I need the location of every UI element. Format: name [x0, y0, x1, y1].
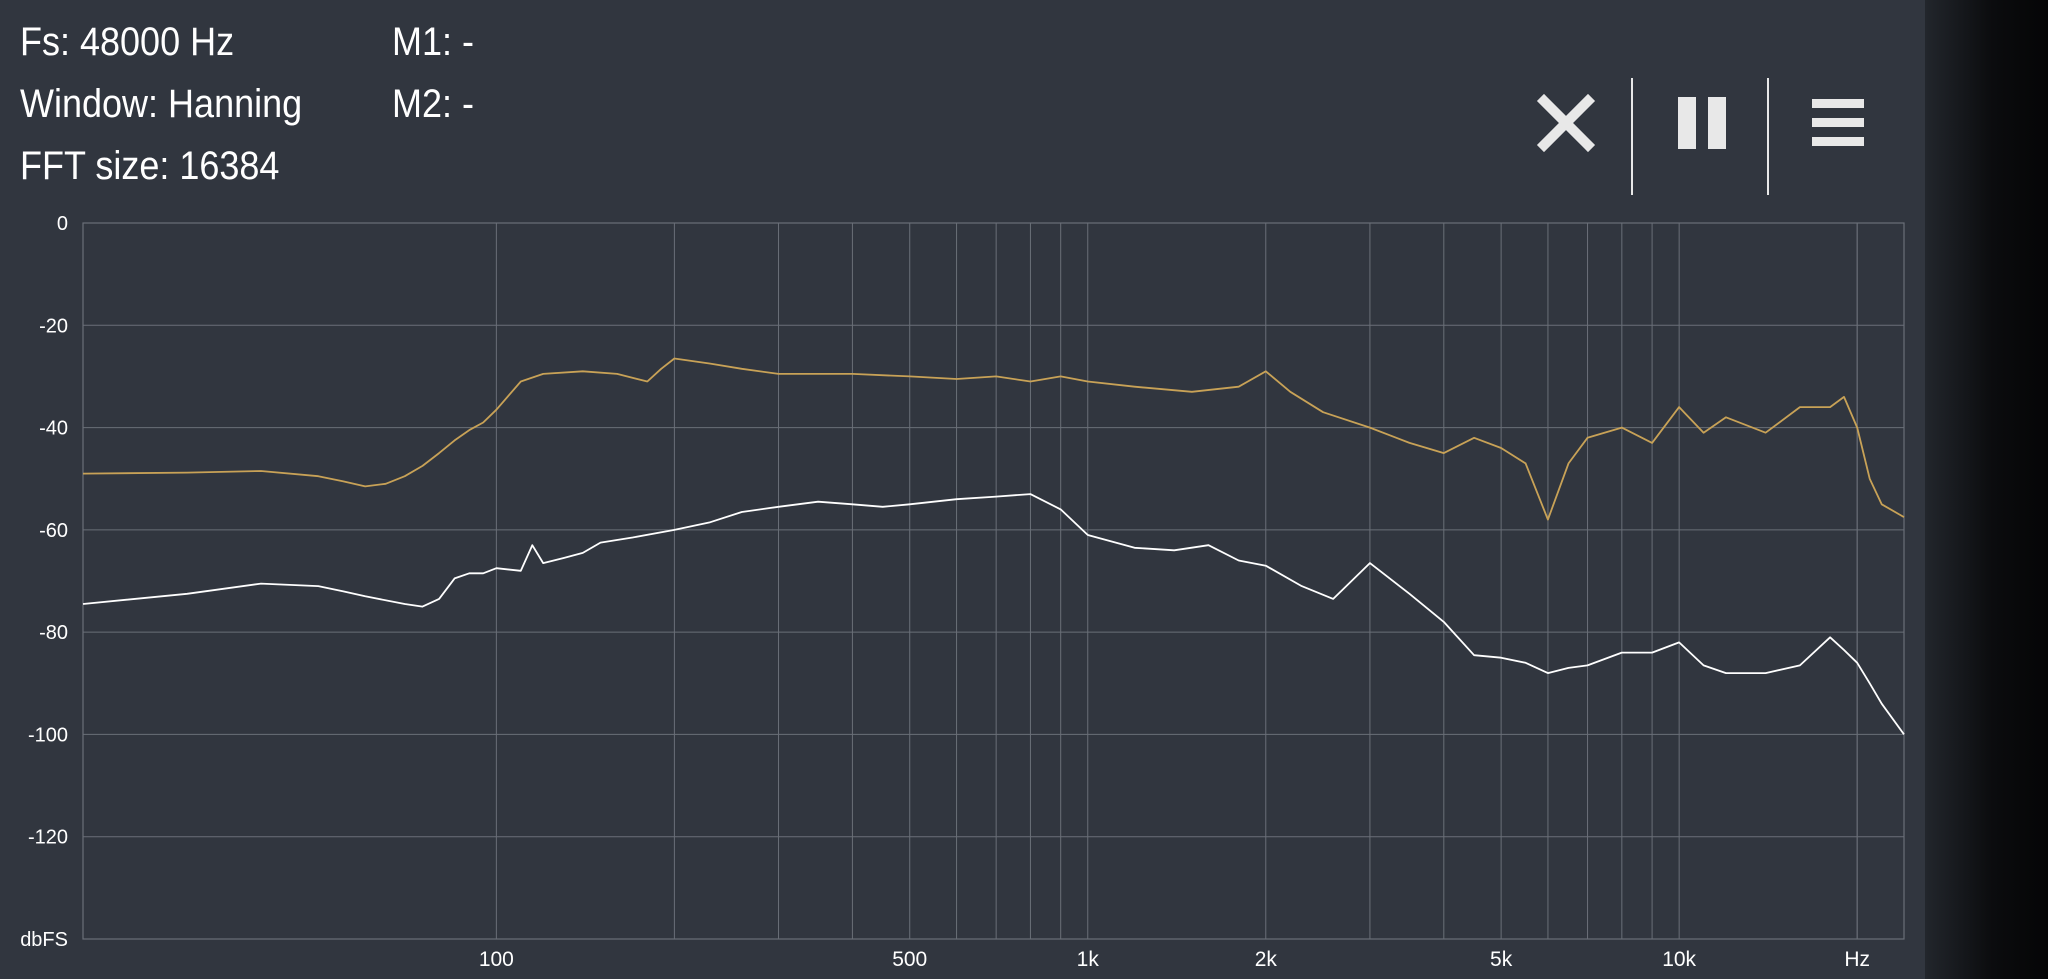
marker-1-label: M1: - — [392, 20, 475, 64]
y-tick-label: -120 — [28, 827, 68, 849]
marker-2-label: M2: - — [392, 82, 475, 126]
y-tick-label: -80 — [39, 622, 68, 644]
y-tick-label: -100 — [28, 724, 68, 746]
y-tick-label: -40 — [39, 418, 68, 440]
menu-icon — [1812, 99, 1864, 146]
x-tick-label: 100 — [479, 948, 514, 971]
y-tick-label: -60 — [39, 520, 68, 542]
x-tick-label: 10k — [1662, 948, 1696, 971]
pause-icon — [1678, 97, 1726, 149]
x-tick-label: 5k — [1490, 948, 1513, 971]
toolbar-divider — [1767, 78, 1769, 195]
toolbar-divider — [1631, 78, 1633, 195]
window-function-label: Window: Hanning — [20, 82, 303, 126]
x-tick-label: 2k — [1255, 948, 1278, 971]
x-tick-label: Hz — [1844, 948, 1870, 971]
screen-edge — [1925, 0, 2048, 979]
y-tick-label: -20 — [39, 315, 68, 337]
x-tick-label: 1k — [1077, 948, 1100, 971]
y-tick-label: 0 — [57, 213, 68, 235]
menu-button[interactable] — [1783, 78, 1893, 168]
pause-button[interactable] — [1647, 78, 1757, 168]
x-tick-label: 500 — [892, 948, 927, 971]
close-button[interactable] — [1511, 78, 1621, 168]
plot-frame — [82, 222, 1905, 940]
sample-rate-label: Fs: 48000 Hz — [20, 20, 235, 64]
close-icon — [1536, 93, 1596, 153]
spectrum-current-line — [82, 493, 1905, 735]
fft-size-label: FFT size: 16384 — [20, 144, 280, 188]
y-tick-label: dbFS — [20, 929, 68, 951]
spectrum-peak-hold-line — [82, 357, 1905, 521]
